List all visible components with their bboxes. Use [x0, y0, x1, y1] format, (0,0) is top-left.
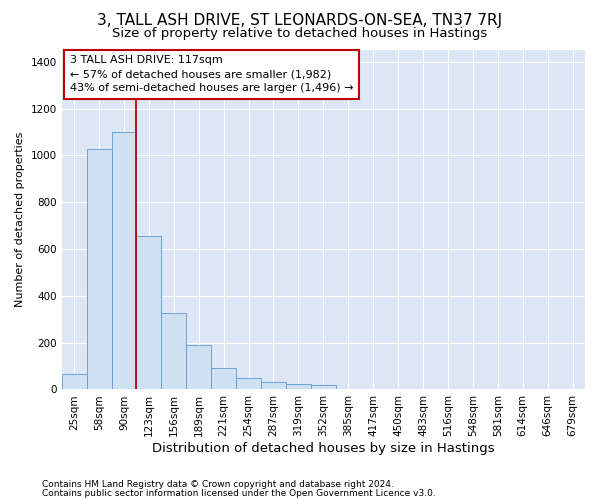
Text: 3, TALL ASH DRIVE, ST LEONARDS-ON-SEA, TN37 7RJ: 3, TALL ASH DRIVE, ST LEONARDS-ON-SEA, T… [97, 12, 503, 28]
Text: Contains HM Land Registry data © Crown copyright and database right 2024.: Contains HM Land Registry data © Crown c… [42, 480, 394, 489]
Bar [286, 384, 311, 390]
Bar [161, 314, 186, 390]
Bar [86, 150, 112, 390]
Text: 3 TALL ASH DRIVE: 117sqm
← 57% of detached houses are smaller (1,982)
43% of sem: 3 TALL ASH DRIVE: 117sqm ← 57% of detach… [70, 55, 353, 93]
Bar [112, 132, 136, 390]
Bar [136, 236, 161, 390]
Text: Contains public sector information licensed under the Open Government Licence v3: Contains public sector information licen… [42, 489, 436, 498]
Bar [186, 345, 211, 390]
Bar [211, 368, 236, 390]
Bar [261, 382, 286, 390]
Bar [311, 385, 336, 390]
Y-axis label: Number of detached properties: Number of detached properties [15, 132, 25, 308]
Bar [62, 374, 86, 390]
Text: Size of property relative to detached houses in Hastings: Size of property relative to detached ho… [112, 28, 488, 40]
X-axis label: Distribution of detached houses by size in Hastings: Distribution of detached houses by size … [152, 442, 494, 455]
Bar [236, 378, 261, 390]
